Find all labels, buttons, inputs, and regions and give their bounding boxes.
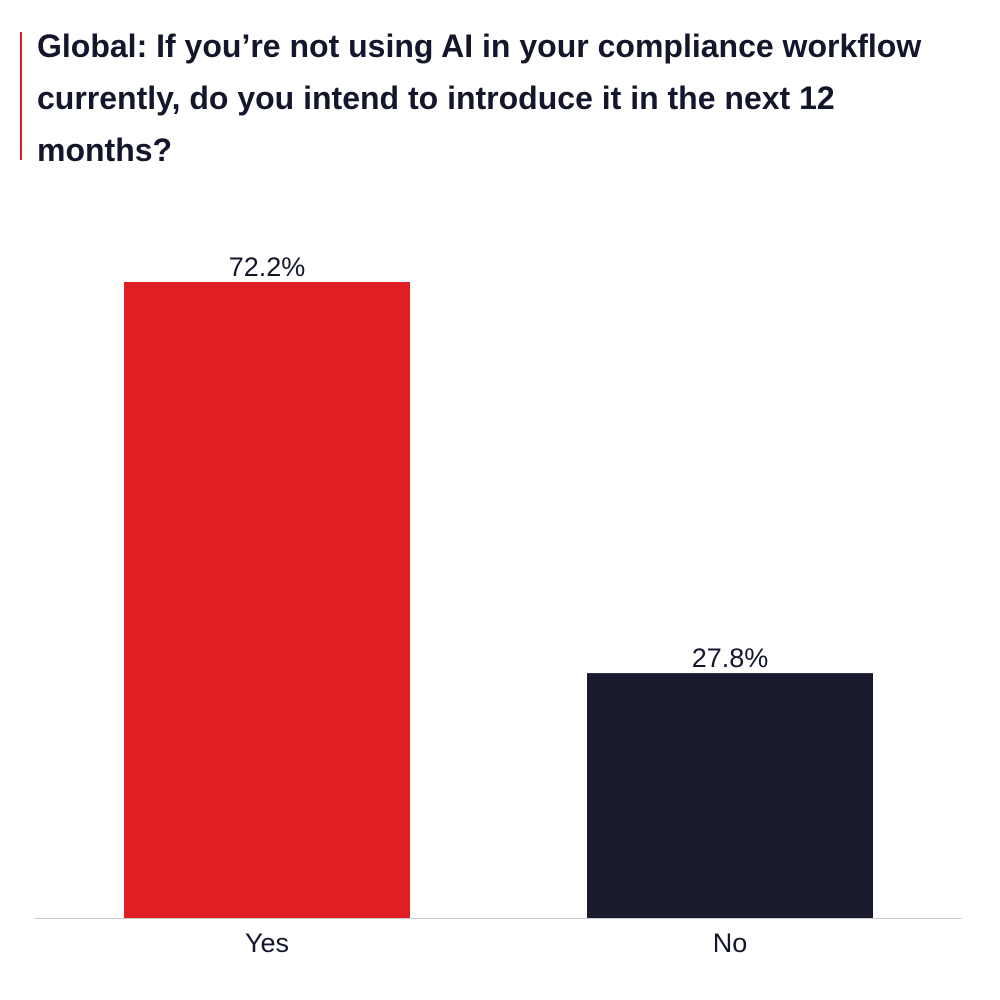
bar-no (587, 673, 873, 918)
data-label-no: 27.8% (692, 643, 769, 673)
x-tick-label-yes: Yes (245, 928, 289, 958)
x-tick-label-no: No (713, 928, 748, 958)
data-labels-layer: 72.2% 27.8% (229, 252, 769, 673)
chart-title: Global: If you’re not using AI in your c… (37, 28, 922, 168)
bars-layer (124, 282, 873, 918)
data-label-yes: 72.2% (229, 252, 306, 282)
bar-yes (124, 282, 410, 918)
title-accent-bar (20, 32, 22, 160)
x-tick-labels-layer: Yes No (245, 928, 747, 958)
